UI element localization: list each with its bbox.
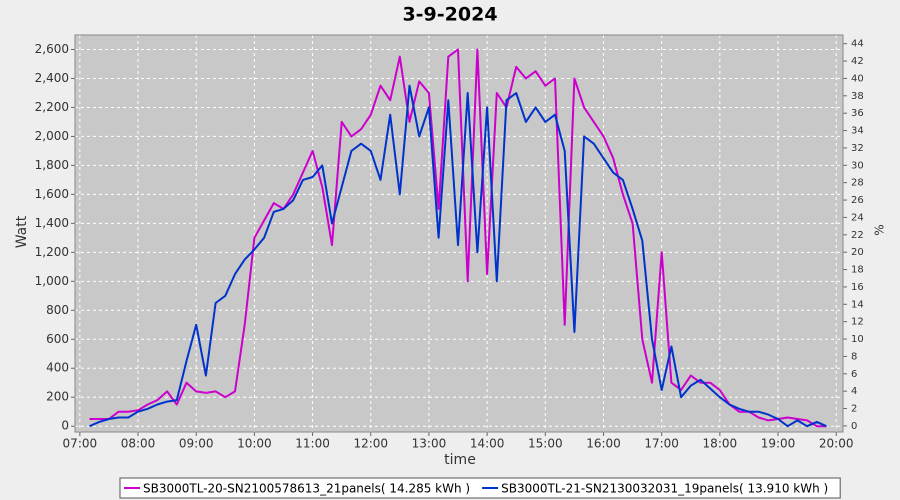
- y-tick-label: 1,400: [35, 216, 69, 230]
- y-axis-label: Watt: [14, 215, 30, 248]
- x-tick-label: 10:00: [237, 437, 272, 451]
- y-tick-label: 2,400: [35, 71, 69, 85]
- y2-tick-label: 10: [851, 334, 864, 345]
- x-tick-label: 09:00: [179, 437, 214, 451]
- y-tick-label: 2,200: [35, 100, 69, 114]
- y2-tick-label: 32: [851, 143, 864, 154]
- y2-tick-label: 12: [851, 317, 864, 328]
- y2-tick-label: 26: [851, 195, 864, 206]
- x-tick-label: 14:00: [470, 437, 505, 451]
- x-tick-label: 19:00: [761, 437, 796, 451]
- y2-tick-label: 18: [851, 265, 864, 276]
- y-tick-label: 400: [46, 361, 69, 375]
- x-tick-label: 15:00: [528, 437, 563, 451]
- y2-tick-label: 8: [851, 351, 857, 362]
- y-tick-label: 600: [46, 332, 69, 346]
- legend-label: SB3000TL-21-SN2130032031_19panels( 13.91…: [501, 482, 828, 496]
- y-tick-label: 1,600: [35, 187, 69, 201]
- y2-tick-label: 28: [851, 178, 864, 189]
- y2-tick-label: 24: [851, 212, 864, 223]
- y2-tick-label: 36: [851, 108, 864, 119]
- x-axis-label: time: [444, 452, 476, 468]
- y-tick-label: 2,000: [35, 129, 69, 143]
- y-tick-label: 0: [61, 419, 69, 433]
- y2-tick-label: 14: [851, 299, 864, 310]
- x-tick-label: 17:00: [644, 437, 679, 451]
- x-tick-label: 16:00: [586, 437, 621, 451]
- y2-axis-label: %: [873, 224, 887, 235]
- y-tick-label: 2,600: [35, 42, 69, 56]
- legend-box: [119, 477, 841, 499]
- x-tick-label: 13:00: [412, 437, 447, 451]
- y2-tick-label: 40: [851, 73, 864, 84]
- x-tick-label: 08:00: [121, 437, 156, 451]
- y-tick-label: 1,000: [35, 274, 69, 288]
- chart-title: 3-9-2024: [402, 4, 497, 26]
- line-series: [89, 84, 827, 428]
- y2-tick-label: 34: [851, 126, 864, 137]
- y2-tick-label: 42: [851, 56, 864, 67]
- y2-tick-label: 22: [851, 230, 864, 241]
- x-tick-label: 11:00: [295, 437, 330, 451]
- y2-tick-label: 0: [851, 421, 857, 432]
- x-tick-label: 20:00: [819, 437, 854, 451]
- y2-tick-label: 44: [851, 39, 864, 50]
- legend-label: SB3000TL-20-SN2100578613_21panels( 14.28…: [143, 482, 470, 496]
- plot-border: [74, 34, 844, 433]
- y2-tick-label: 20: [851, 247, 864, 258]
- y2-tick-label: 30: [851, 160, 864, 171]
- x-tick-label: 18:00: [703, 437, 738, 451]
- y2-tick-label: 4: [851, 386, 857, 397]
- y-tick-label: 1,800: [35, 158, 69, 172]
- y-tick-label: 1,200: [35, 245, 69, 259]
- x-tick-label: 07:00: [63, 437, 98, 451]
- y2-tick-label: 38: [851, 91, 864, 102]
- x-tick-label: 12:00: [353, 437, 388, 451]
- y2-tick-label: 16: [851, 282, 864, 293]
- y2-tick-label: 2: [851, 404, 857, 415]
- y-tick-label: 200: [46, 390, 69, 404]
- y-tick-label: 800: [46, 303, 69, 317]
- y2-tick-label: 6: [851, 369, 857, 380]
